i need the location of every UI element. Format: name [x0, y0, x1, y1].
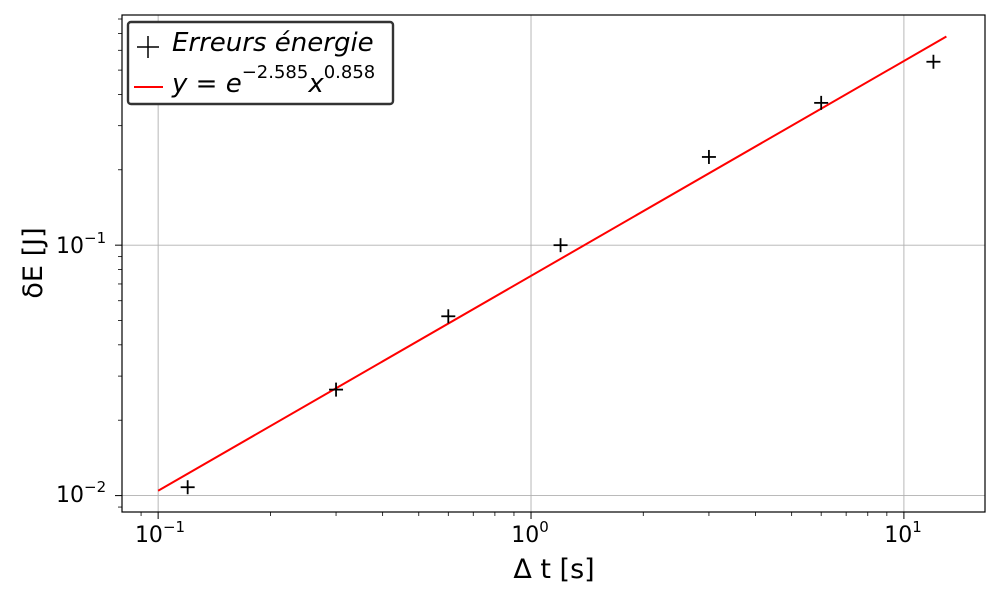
legend: Erreurs énergie y = e−2.585x0.858 [126, 20, 395, 106]
data-point [329, 382, 344, 397]
data-series [180, 54, 941, 495]
legend-label-data: Erreurs énergie [172, 28, 374, 58]
legend-marker-plus [137, 36, 159, 58]
y-axis-title: δE [J] [18, 227, 49, 298]
data-point [180, 480, 195, 495]
y-tick-label: 10−1 [56, 229, 106, 259]
fit-line [157, 35, 947, 492]
minor-ticks [118, 18, 888, 516]
data-point [926, 54, 941, 69]
x-tick-label: 101 [884, 518, 922, 548]
x-tick-label: 10−1 [135, 518, 185, 548]
y-tick-label: 10−2 [56, 478, 106, 508]
fit-series [157, 35, 947, 492]
grid [122, 15, 985, 512]
data-point [814, 95, 829, 110]
legend-box [126, 20, 395, 106]
data-point [553, 238, 568, 253]
x-axis-title: Δ t [s] [513, 554, 594, 585]
major-ticks [115, 244, 905, 519]
plot-frame [121, 14, 986, 513]
data-point [441, 309, 456, 324]
data-point [701, 149, 716, 164]
x-tick-label: 100 [511, 518, 549, 548]
legend-label-fit: y = e−2.585x0.858 [171, 62, 375, 99]
